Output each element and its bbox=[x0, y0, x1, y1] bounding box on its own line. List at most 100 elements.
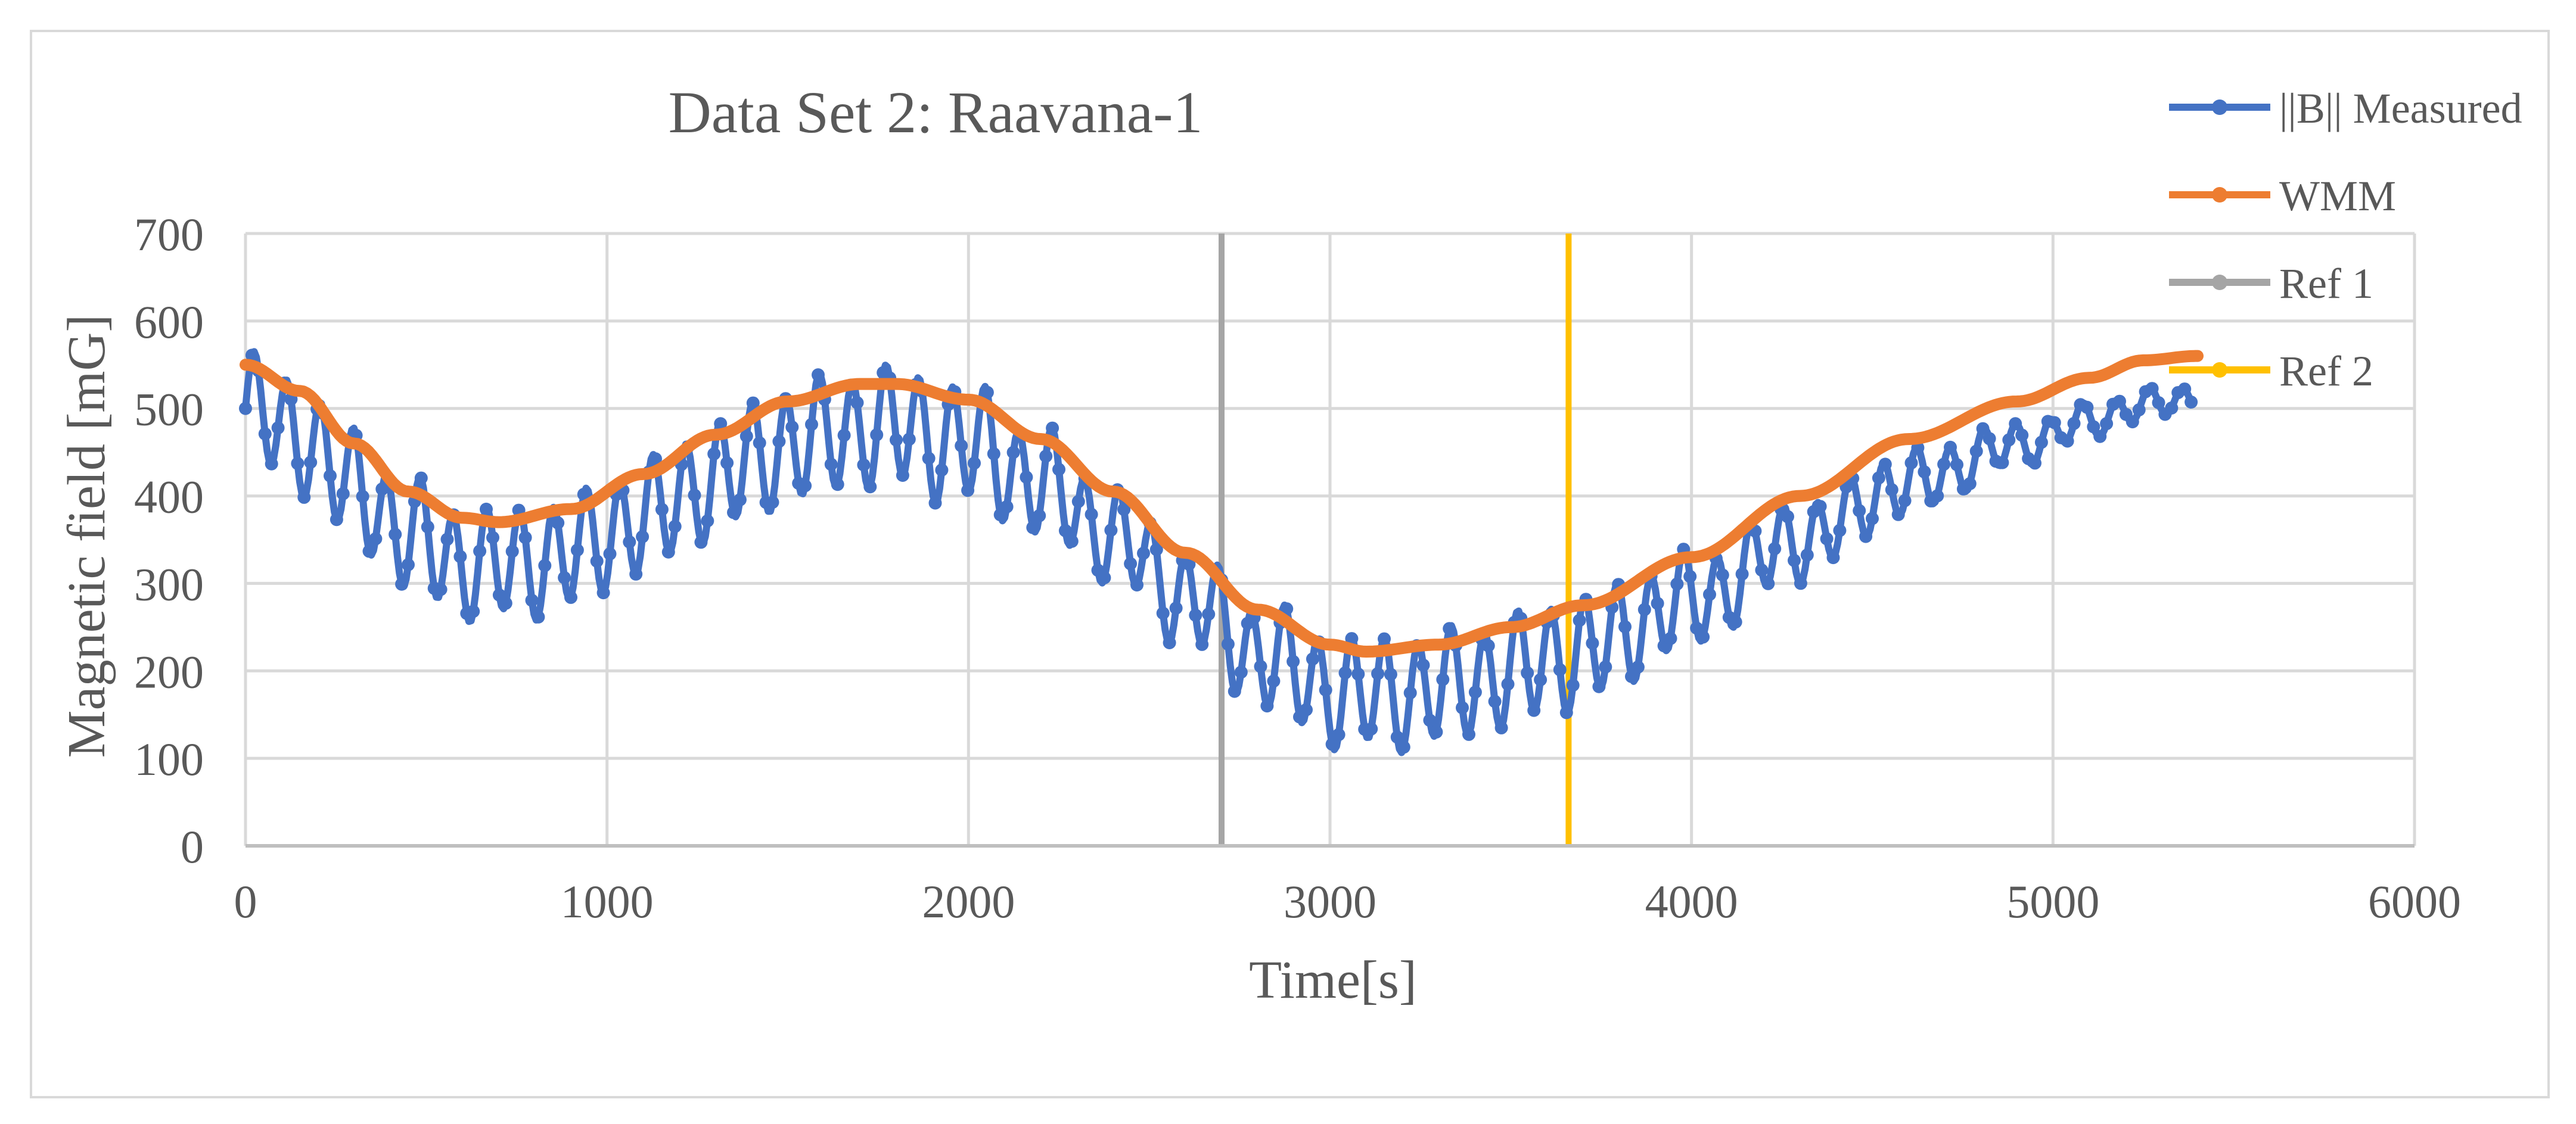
data-point-measured bbox=[831, 478, 844, 491]
data-point-measured bbox=[636, 530, 650, 544]
data-point-measured bbox=[1365, 722, 1378, 736]
data-point-measured bbox=[1853, 504, 1866, 518]
x-tick-label: 6000 bbox=[2368, 876, 2461, 927]
data-point-measured bbox=[265, 457, 278, 471]
data-point-measured bbox=[1950, 458, 1963, 472]
data-point-measured bbox=[655, 503, 669, 516]
data-point-measured bbox=[1098, 571, 1111, 584]
data-point-measured bbox=[1071, 494, 1085, 508]
y-tick-label: 300 bbox=[134, 558, 204, 610]
data-point-measured bbox=[1729, 615, 1742, 629]
data-point-measured bbox=[1306, 652, 1319, 666]
data-point-measured bbox=[701, 514, 714, 528]
data-point-measured bbox=[1833, 524, 1847, 537]
data-point-measured bbox=[1058, 524, 1072, 537]
data-point-measured bbox=[1696, 630, 1710, 644]
data-point-measured bbox=[486, 531, 499, 544]
data-point-measured bbox=[707, 447, 721, 460]
data-point-measured bbox=[1488, 695, 1502, 708]
data-point-measured bbox=[1065, 534, 1079, 548]
data-point-measured bbox=[785, 421, 799, 434]
data-point-measured bbox=[453, 550, 467, 563]
data-point-measured bbox=[720, 456, 734, 470]
data-point-measured bbox=[1716, 568, 1729, 582]
data-point-measured bbox=[2132, 403, 2146, 417]
data-point-measured bbox=[961, 484, 975, 497]
data-point-measured bbox=[1976, 422, 1990, 435]
data-point-measured bbox=[928, 496, 942, 510]
data-point-measured bbox=[798, 479, 812, 493]
data-point-measured bbox=[2185, 396, 2198, 409]
data-point-measured bbox=[2165, 401, 2179, 415]
data-point-measured bbox=[414, 471, 428, 485]
data-point-measured bbox=[1000, 500, 1014, 513]
data-point-measured bbox=[505, 544, 519, 558]
data-point-measured bbox=[1189, 608, 1202, 622]
data-point-measured bbox=[1937, 457, 1951, 471]
data-point-measured bbox=[739, 429, 753, 443]
data-point-measured bbox=[362, 544, 376, 558]
data-point-measured bbox=[1163, 636, 1176, 649]
data-point-measured bbox=[467, 605, 480, 618]
data-point-measured bbox=[694, 535, 708, 549]
data-point-measured bbox=[1300, 703, 1313, 717]
data-point-measured bbox=[1378, 632, 1391, 646]
data-point-measured bbox=[935, 463, 949, 477]
data-point-measured bbox=[1423, 714, 1437, 727]
data-point-measured bbox=[330, 513, 343, 527]
data-point-measured bbox=[2002, 433, 2016, 447]
data-point-measured bbox=[369, 532, 383, 546]
data-point-measured bbox=[955, 439, 968, 453]
data-point-measured bbox=[473, 544, 487, 558]
data-point-measured bbox=[1944, 440, 1957, 454]
data-point-measured bbox=[857, 458, 871, 472]
legend-label-ref-2: Ref 2 bbox=[2279, 347, 2373, 395]
y-tick-label: 400 bbox=[134, 471, 204, 523]
data-point-measured bbox=[1124, 557, 1138, 571]
y-tick-label: 500 bbox=[134, 384, 204, 435]
series-line-wmm bbox=[240, 350, 2204, 658]
data-point-measured bbox=[987, 447, 1000, 460]
legend-marker-ref-1 bbox=[2212, 275, 2227, 290]
data-point-measured bbox=[1800, 548, 1814, 562]
data-point-measured bbox=[402, 558, 415, 572]
data-point-measured bbox=[590, 555, 604, 568]
data-point-measured bbox=[324, 469, 337, 482]
data-point-measured bbox=[1182, 558, 1196, 571]
data-point-measured bbox=[1403, 686, 1417, 700]
data-point-measured bbox=[1020, 471, 1033, 484]
data-point-measured bbox=[1820, 532, 1834, 546]
data-point-measured bbox=[1969, 444, 1983, 458]
data-point-measured bbox=[1904, 456, 1918, 470]
data-point-measured bbox=[850, 396, 864, 410]
data-point-measured bbox=[395, 577, 409, 591]
data-point-measured bbox=[2087, 420, 2100, 434]
data-point-measured bbox=[1338, 666, 1352, 680]
data-point-measured bbox=[538, 559, 552, 572]
x-tick-label: 3000 bbox=[1284, 876, 1376, 927]
data-point-measured bbox=[1996, 456, 2009, 469]
data-point-measured bbox=[668, 519, 682, 533]
data-point-measured bbox=[291, 457, 304, 471]
data-point-measured bbox=[480, 502, 493, 516]
x-axis-label: Time[s] bbox=[1249, 951, 1417, 1010]
data-point-measured bbox=[440, 533, 454, 546]
data-point-measured bbox=[1527, 703, 1541, 717]
data-point-measured bbox=[1631, 660, 1645, 674]
data-point-measured bbox=[1351, 667, 1365, 681]
y-tick-label: 200 bbox=[134, 646, 204, 698]
data-point-measured bbox=[753, 436, 766, 450]
y-tick-label: 0 bbox=[181, 821, 204, 873]
y-tick-label: 600 bbox=[134, 296, 204, 348]
data-point-measured bbox=[1117, 503, 1131, 516]
data-point-measured bbox=[1599, 660, 1612, 674]
y-tick-label: 100 bbox=[134, 733, 204, 785]
data-point-measured bbox=[1885, 483, 1898, 497]
data-point-measured bbox=[1670, 577, 1684, 591]
chart-title: Data Set 2: Raavana-1 bbox=[669, 79, 1203, 145]
data-point-measured bbox=[1443, 622, 1456, 636]
data-point-measured bbox=[980, 385, 994, 399]
data-point-measured bbox=[1006, 446, 1020, 459]
data-point-measured bbox=[714, 417, 728, 431]
